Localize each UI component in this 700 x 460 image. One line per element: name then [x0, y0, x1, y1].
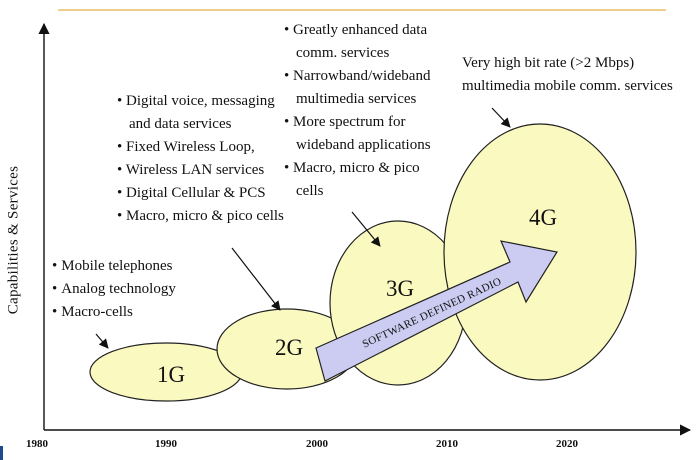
year-tick-label: 2000 — [306, 438, 328, 450]
note-item: Analog technology — [52, 278, 176, 301]
note-item: • Macro, micro & pico — [284, 160, 420, 176]
note-item: Mobile telephones — [52, 255, 176, 278]
generation-label-2g: 2G — [275, 335, 304, 360]
note-item: • More spectrum for — [284, 114, 406, 130]
note-item: multimedia mobile comm. services — [462, 78, 673, 94]
notes-3g: • Greatly enhanced data comm. services •… — [284, 19, 431, 203]
note-item: • Digital Cellular & PCS — [117, 185, 266, 201]
leader-line-3g — [351, 211, 381, 247]
note-item: • Narrowband/wideband — [284, 68, 431, 84]
leader-line-1g — [95, 333, 109, 349]
y-axis-label: Capabilities & Services — [5, 165, 22, 315]
notes-2g: • Digital voice, messaging and data serv… — [117, 90, 284, 228]
year-tick-label: 2020 — [556, 438, 578, 450]
generation-label-4g: 4G — [529, 205, 558, 230]
note-item: and data services — [129, 116, 232, 132]
notes-4g: Very high bit rate (>2 Mbps) multimedia … — [462, 52, 673, 98]
note-item: • Fixed Wireless Loop, — [117, 139, 255, 155]
leader-line-2g — [231, 247, 281, 311]
year-tick-label: 1990 — [155, 438, 177, 450]
corner-accent — [0, 446, 3, 460]
note-item: Macro-cells — [52, 301, 176, 324]
software-defined-radio-arrow — [315, 240, 558, 382]
generation-label-1g: 1G — [157, 362, 186, 387]
note-item: • Wireless LAN services — [117, 162, 265, 178]
note-item: wideband applications — [296, 137, 431, 153]
notes-1g: Mobile telephones Analog technology Macr… — [52, 255, 176, 324]
year-tick-label: 1980 — [26, 438, 48, 450]
note-item: comm. services — [296, 45, 390, 61]
note-item: Very high bit rate (>2 Mbps) — [462, 55, 635, 71]
note-item: • Macro, micro & pico cells — [117, 208, 284, 224]
note-item: • Digital voice, messaging — [117, 93, 275, 109]
note-item: cells — [296, 183, 324, 199]
year-tick-label: 2010 — [436, 438, 458, 450]
leader-line-4g — [491, 107, 511, 128]
generation-label-3g: 3G — [386, 276, 415, 301]
note-item: multimedia services — [296, 91, 417, 107]
note-item: • Greatly enhanced data — [284, 22, 428, 38]
